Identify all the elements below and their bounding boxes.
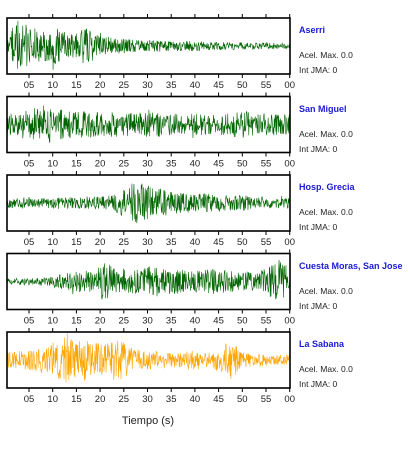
tick-label: 00	[284, 237, 295, 248]
station-name: Hosp. Grecia	[299, 182, 355, 192]
tick-label: 05	[24, 394, 35, 405]
acel-max-label: Acel. Max. 0.0	[299, 128, 353, 139]
tick-label: 35	[166, 80, 177, 91]
tick-label: 20	[95, 237, 106, 248]
tick-label: 00	[284, 80, 295, 91]
tick-label: 00	[284, 316, 295, 327]
jma-intensity-label: Int JMA: 0	[299, 65, 338, 75]
tick-label: 15	[71, 316, 82, 327]
tick-label: 35	[166, 316, 177, 327]
station-name: Aserri	[299, 25, 326, 35]
tick-label: 30	[142, 394, 153, 405]
tick-label: 00	[284, 394, 295, 405]
tick-label: 40	[190, 159, 201, 170]
tick-label: 10	[47, 80, 58, 91]
tick-label: 15	[71, 80, 82, 91]
tick-label: 20	[95, 394, 106, 405]
tick-label: 50	[237, 237, 248, 248]
acel-max-label: Acel. Max. 0.0	[299, 285, 353, 296]
tick-label: 20	[95, 80, 106, 91]
tick-label: 55	[261, 316, 272, 327]
tick-label: 30	[142, 80, 153, 91]
tick-label: 40	[190, 394, 201, 405]
tick-label: 55	[261, 80, 272, 91]
tick-label: 00	[284, 159, 295, 170]
tick-label: 55	[261, 237, 272, 248]
acel-max-label: Acel. Max. 0.0	[299, 50, 353, 60]
jma-intensity-label: Int JMA: 0	[299, 143, 338, 154]
acel-max-label: Acel. Max. 0.0	[299, 207, 353, 217]
tick-label: 30	[142, 159, 153, 170]
tick-label: 10	[47, 237, 58, 248]
tick-label: 20	[95, 316, 106, 327]
jma-intensity-label: Int JMA: 0	[299, 300, 338, 311]
tick-label: 05	[24, 316, 35, 327]
tick-label: 05	[24, 237, 35, 248]
tick-label: 25	[119, 394, 130, 405]
tick-label: 05	[24, 80, 35, 91]
panel-frame	[6, 174, 291, 232]
waveform-trace	[6, 105, 291, 143]
panel-frame	[6, 252, 291, 311]
tick-label: 55	[261, 394, 272, 405]
tick-label: 55	[261, 159, 272, 170]
tick-label: 45	[213, 394, 224, 405]
panel-frame	[6, 17, 291, 75]
tick-label: 30	[142, 316, 153, 327]
waveform-trace	[6, 20, 291, 70]
waveform-trace	[6, 332, 291, 383]
tick-label: 35	[166, 159, 177, 170]
tick-label: 40	[190, 316, 201, 327]
station-name: La Sabana	[299, 339, 345, 349]
tick-label: 50	[237, 80, 248, 91]
tick-label: 45	[213, 316, 224, 327]
tick-label: 50	[237, 316, 248, 327]
tick-label: 45	[213, 159, 224, 170]
jma-intensity-label: Int JMA: 0	[299, 379, 338, 389]
tick-label: 25	[119, 237, 130, 248]
acel-max-label: Acel. Max. 0.0	[299, 364, 353, 374]
tick-label: 10	[47, 159, 58, 170]
tick-label: 50	[237, 159, 248, 170]
station-name: San Miguel	[299, 103, 347, 114]
panel-frame	[6, 95, 291, 154]
tick-label: 20	[95, 159, 106, 170]
tick-label: 10	[47, 394, 58, 405]
x-axis-title: Tiempo (s)	[121, 415, 175, 427]
station-name: Cuesta Moras, San Jose	[299, 260, 403, 271]
tick-label: 10	[47, 316, 58, 327]
tick-label: 50	[237, 394, 248, 405]
tick-label: 45	[213, 237, 224, 248]
tick-label: 35	[166, 237, 177, 248]
tick-label: 40	[190, 237, 201, 248]
tick-label: 15	[71, 159, 82, 170]
tick-label: 15	[71, 394, 82, 405]
tick-label: 30	[142, 237, 153, 248]
tick-label: 45	[213, 80, 224, 91]
tick-label: 40	[190, 80, 201, 91]
tick-label: 25	[119, 159, 130, 170]
tick-label: 25	[119, 316, 130, 327]
tick-label: 35	[166, 394, 177, 405]
tick-label: 05	[24, 159, 35, 170]
jma-intensity-label: Int JMA: 0	[299, 222, 338, 232]
tick-label: 15	[71, 237, 82, 248]
waveform-trace	[6, 183, 291, 224]
waveform-trace	[6, 260, 291, 300]
panel-frame	[6, 331, 291, 389]
tick-label: 25	[119, 80, 130, 91]
